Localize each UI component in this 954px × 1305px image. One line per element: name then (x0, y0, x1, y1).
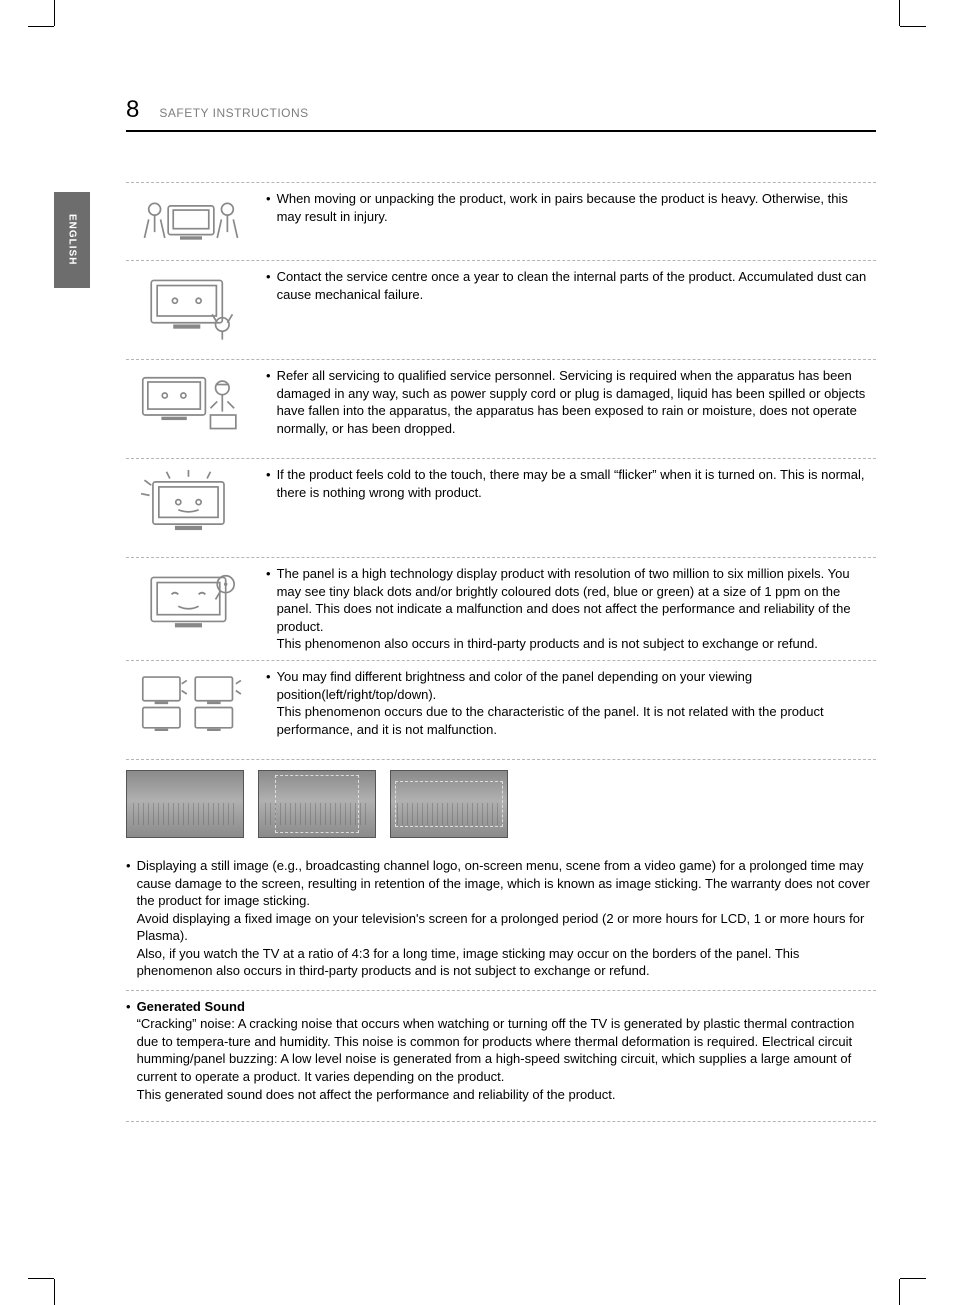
illustration-tv-cold-flicker (126, 466, 256, 550)
generated-sound-heading: Generated Sound (137, 999, 245, 1014)
illustration-two-people-carrying (126, 190, 256, 253)
language-label: ENGLISH (67, 214, 78, 265)
crop-mark (899, 0, 900, 26)
crop-mark (28, 1278, 54, 1279)
page-header: 8 SAFETY INSTRUCTIONS (126, 96, 876, 132)
instruction-text: If the product feels cold to the touch, … (256, 466, 876, 550)
crop-mark (899, 1279, 900, 1305)
example-image-normal (126, 770, 244, 838)
illustration-tv-technician (126, 367, 256, 451)
instruction-text: Refer all servicing to qualified service… (256, 367, 876, 451)
page: ENGLISH 8 SAFETY INSTRUCTIONS When movin… (54, 26, 900, 1279)
instruction-text: When moving or unpacking the product, wo… (256, 190, 876, 253)
header-title: SAFETY INSTRUCTIONS (159, 106, 308, 120)
instruction-text: The panel is a high technology display p… (256, 565, 876, 653)
instruction-row: The panel is a high technology display p… (126, 557, 876, 660)
page-number: 8 (126, 96, 139, 124)
bottom-instructions: Displaying a still image (e.g., broadcas… (126, 850, 876, 1122)
instruction-rows: When moving or unpacking the product, wo… (126, 182, 876, 759)
language-tab: ENGLISH (54, 192, 90, 288)
illustration-tv-pixels (126, 565, 256, 649)
instruction-text: You may find different brightness and co… (256, 668, 876, 752)
instruction-row: If the product feels cold to the touch, … (126, 458, 876, 557)
image-sticking-examples (126, 759, 876, 850)
instruction-row: Contact the service centre once a year t… (126, 260, 876, 359)
example-image-wide (390, 770, 508, 838)
crop-mark (54, 1279, 55, 1305)
instruction-row: You may find different brightness and co… (126, 660, 876, 759)
crop-mark (900, 26, 926, 27)
instruction-image-sticking: Displaying a still image (e.g., broadcas… (126, 850, 876, 990)
crop-mark (54, 0, 55, 26)
instruction-generated-sound: Generated Sound “Cracking” noise: A crac… (126, 990, 876, 1113)
instruction-text: Contact the service centre once a year t… (256, 268, 876, 352)
example-image-4-3 (258, 770, 376, 838)
instruction-row: When moving or unpacking the product, wo… (126, 182, 876, 260)
illustration-tv-viewing-angles (126, 668, 256, 752)
instruction-row: Refer all servicing to qualified service… (126, 359, 876, 458)
illustration-tv-cleaning (126, 268, 256, 352)
generated-sound-body: “Cracking” noise: A cracking noise that … (137, 1016, 855, 1101)
crop-mark (900, 1278, 926, 1279)
crop-mark (28, 26, 54, 27)
